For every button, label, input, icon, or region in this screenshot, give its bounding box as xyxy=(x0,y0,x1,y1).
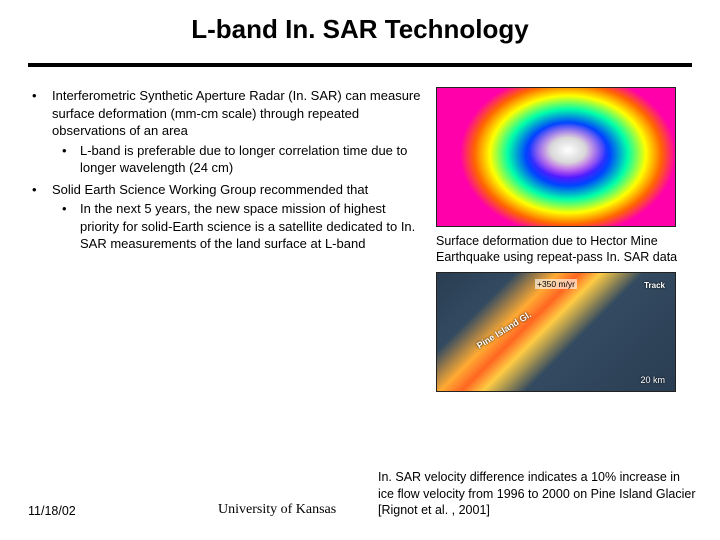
content-row: Interferometric Synthetic Aperture Radar… xyxy=(0,87,720,392)
figure2-caption-text: In. SAR velocity difference indicates a … xyxy=(378,470,696,500)
bullet-text: Interferometric Synthetic Aperture Radar… xyxy=(52,88,421,138)
interferogram-graphic xyxy=(437,88,675,226)
sub-bullet-item: In the next 5 years, the new space missi… xyxy=(52,200,424,253)
slide-footer: 11/18/02 University of Kansas In. SAR ve… xyxy=(28,469,696,518)
bullet-text: Solid Earth Science Working Group recomm… xyxy=(52,182,368,197)
sub-bullet-text: L-band is preferable due to longer corre… xyxy=(80,143,407,176)
velocity-scale-label: +350 m/yr xyxy=(535,279,577,289)
bullet-list: Interferometric Synthetic Aperture Radar… xyxy=(24,87,424,253)
ice-velocity-graphic xyxy=(437,273,675,391)
sub-bullet-item: L-band is preferable due to longer corre… xyxy=(52,142,424,177)
sub-bullet-text: In the next 5 years, the new space missi… xyxy=(80,201,415,251)
footer-date: 11/18/02 xyxy=(28,504,218,518)
figure2-citation: [Rignot et al. , 2001] xyxy=(378,503,490,517)
figure1-caption: Surface deformation due to Hector Mine E… xyxy=(436,233,686,266)
title-divider xyxy=(28,63,692,67)
scalebar-label: 20 km xyxy=(640,375,665,385)
figure-column: Surface deformation due to Hector Mine E… xyxy=(424,87,696,392)
bullet-item: Solid Earth Science Working Group recomm… xyxy=(24,181,424,253)
sub-bullet-list: In the next 5 years, the new space missi… xyxy=(52,200,424,253)
figure-interferogram xyxy=(436,87,676,227)
bullet-item: Interferometric Synthetic Aperture Radar… xyxy=(24,87,424,177)
sub-bullet-list: L-band is preferable due to longer corre… xyxy=(52,142,424,177)
figure2-caption: In. SAR velocity difference indicates a … xyxy=(378,469,696,518)
bullet-column: Interferometric Synthetic Aperture Radar… xyxy=(24,87,424,392)
footer-organization: University of Kansas xyxy=(218,502,378,518)
slide-title: L-band In. SAR Technology xyxy=(0,0,720,63)
track-label: Track xyxy=(644,281,665,290)
figure-ice-velocity: Pine Island Gl. Track +350 m/yr 20 km xyxy=(436,272,676,392)
